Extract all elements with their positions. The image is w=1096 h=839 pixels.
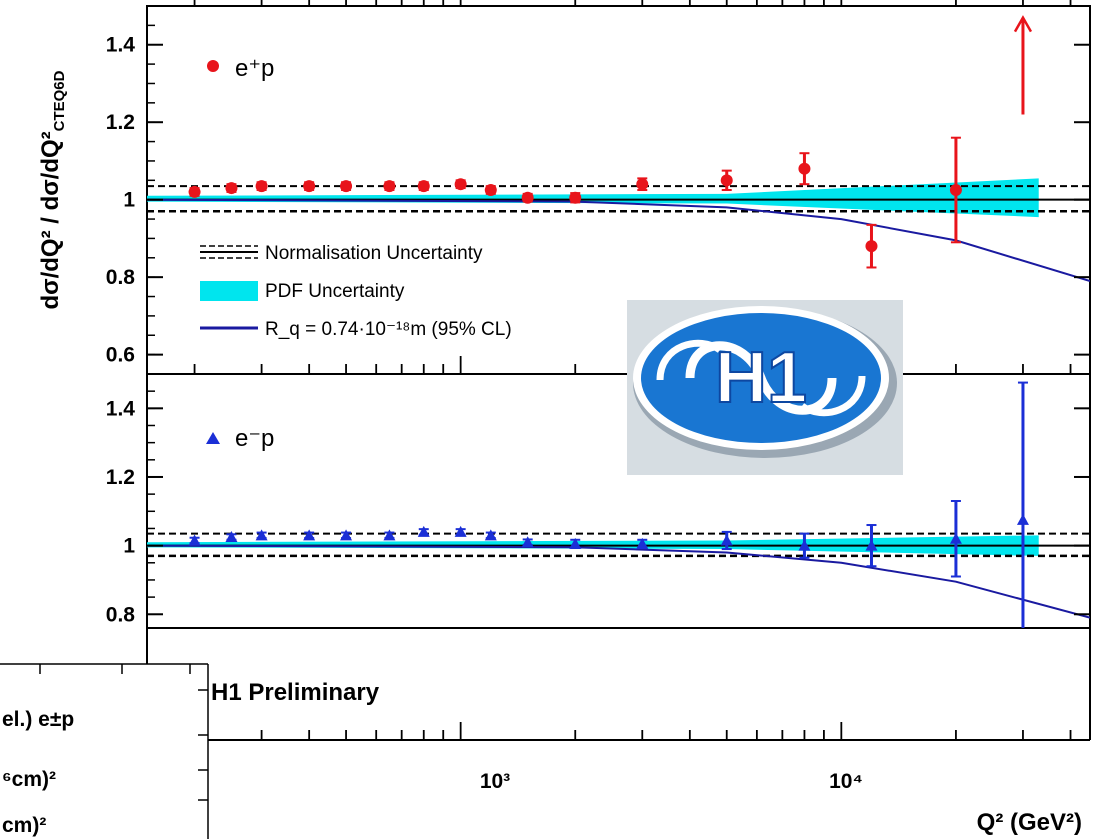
- y-axis-label: dσ/dQ² / dσ/dQ²CTEQ6D: [37, 70, 68, 309]
- data-point: [340, 529, 353, 541]
- data-point: [569, 191, 582, 204]
- data-point: [417, 525, 430, 537]
- inset-background: [0, 664, 208, 839]
- data-point: [636, 537, 649, 549]
- data-point: [484, 529, 497, 541]
- data-point: [225, 182, 238, 195]
- data-point: [225, 531, 238, 543]
- inset-line-3: cm)²: [2, 814, 46, 837]
- legend-model-text: R_q = 0.74·10⁻¹⁸m (95% CL): [265, 319, 512, 340]
- logo-right-arc: [799, 375, 866, 417]
- electron-series-label: e⁻p: [235, 425, 274, 452]
- y-tick-label: 1: [123, 189, 135, 212]
- data-point: [569, 537, 582, 549]
- data-point: [720, 534, 733, 546]
- off-scale-arrow-head: [1013, 15, 1033, 33]
- data-point: [949, 532, 962, 544]
- data-point: [454, 525, 467, 537]
- data-point: [798, 539, 811, 551]
- y-tick-label: 1.2: [106, 111, 135, 134]
- contact-interaction-curve: [147, 544, 1090, 619]
- x-tick-label-1e4: 10⁴: [829, 770, 863, 793]
- y-tick-label: 1.4: [106, 34, 136, 57]
- data-point: [454, 178, 467, 191]
- data-point: [255, 529, 268, 541]
- data-point: [484, 184, 497, 196]
- bottom-panel: 0.8 1 1.2 1.4: [106, 381, 1090, 628]
- logo-left-arc: [656, 339, 723, 381]
- data-point: [1016, 513, 1029, 525]
- data-point: [798, 162, 811, 175]
- data-point: [188, 185, 201, 198]
- data-point: [949, 184, 962, 196]
- y-tick-label: 1.2: [106, 466, 135, 489]
- logo-text: H1: [715, 338, 807, 418]
- legend: Normalisation Uncertainty PDF Uncertaint…: [200, 243, 512, 340]
- data-point: [383, 180, 396, 193]
- data-point: [383, 529, 396, 541]
- h1-preliminary-label: H1 Preliminary: [211, 679, 380, 706]
- legend-pdf-text: PDF Uncertainty: [265, 281, 405, 302]
- h1-logo: H1: [627, 300, 903, 475]
- y-tick-label: 0.6: [106, 344, 135, 367]
- data-point: [636, 178, 649, 191]
- data-point: [417, 180, 430, 193]
- data-point: [521, 536, 534, 548]
- legend-pdf-swatch: [200, 281, 258, 301]
- logo-swirl: [685, 341, 837, 415]
- y-tick-label: 0.8: [106, 266, 136, 289]
- data-point: [255, 180, 268, 193]
- electron-legend-marker: [206, 432, 220, 444]
- data-point: [303, 180, 316, 193]
- data-point: [188, 534, 201, 546]
- data-point: [340, 180, 353, 193]
- data-point: [865, 539, 878, 551]
- inset-line-1: el.) e±p: [2, 708, 74, 731]
- top-panel: 0.6 0.8 1 1.2 1.4: [106, 15, 1090, 375]
- data-point: [521, 191, 534, 204]
- panel-top-plot-area: [147, 136, 1090, 282]
- y-tick-label: 1.4: [106, 397, 136, 420]
- y-tick-label: 1: [123, 535, 135, 558]
- data-point: [303, 529, 316, 541]
- x-tick-label-1e3: 10³: [480, 770, 510, 793]
- bottom-panel-frame: [146, 373, 1091, 629]
- contact-interaction-curve: [147, 198, 1090, 282]
- panel-bottom-plot-area: [147, 381, 1090, 628]
- data-point: [720, 174, 733, 187]
- inset-line-2: ⁶cm)²: [2, 768, 56, 791]
- positron-legend-marker: [207, 60, 219, 72]
- inset-overlay: el.) e±p ⁶cm)² cm)²: [0, 663, 209, 839]
- y-tick-label: 0.8: [106, 603, 136, 626]
- legend-normalisation-text: Normalisation Uncertainty: [265, 243, 483, 264]
- data-point: [865, 240, 878, 253]
- pdf-uncertainty-band: [147, 178, 1039, 218]
- x-axis-label: Q² (GeV²): [977, 809, 1082, 836]
- positron-series-label: e⁺p: [235, 55, 274, 82]
